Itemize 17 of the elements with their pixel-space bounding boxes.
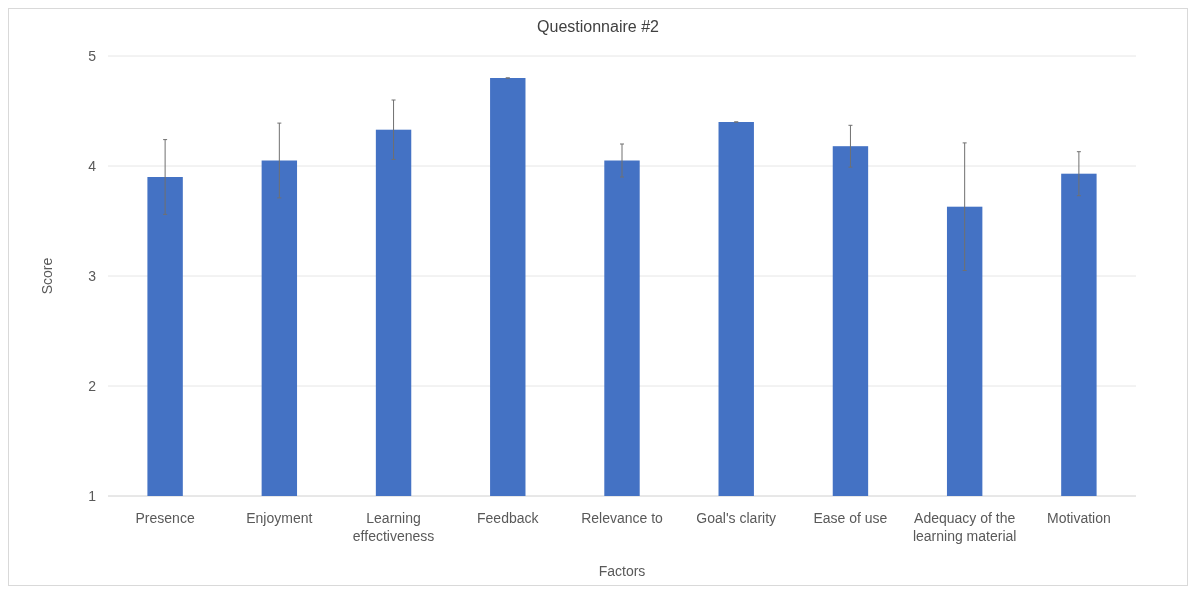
x-tick-label: Enjoyment	[246, 510, 313, 526]
x-tick-label: Feedback	[477, 510, 540, 526]
x-axis-title: Factors	[598, 563, 646, 579]
x-tick-label: Ease of use	[813, 510, 888, 526]
y-tick-label: 4	[88, 157, 97, 174]
x-tick-label: Presence	[135, 510, 195, 526]
chart-title: Questionnaire #2	[537, 18, 660, 35]
y-axis-title: Score	[39, 257, 55, 295]
y-tick-label: 5	[88, 47, 97, 64]
x-tick-label: Relevance to	[581, 510, 664, 526]
x-tick-label: Learning effectiveness	[352, 510, 435, 544]
x-tick-label: Goal's clarity	[696, 510, 777, 526]
y-tick-label: 1	[88, 487, 97, 504]
y-tick-label: 2	[88, 377, 97, 394]
x-tick-label: Motivation	[1046, 510, 1111, 526]
y-tick-label: 3	[88, 267, 97, 284]
x-tick-label: Adequacy of the learning material	[912, 510, 1017, 544]
